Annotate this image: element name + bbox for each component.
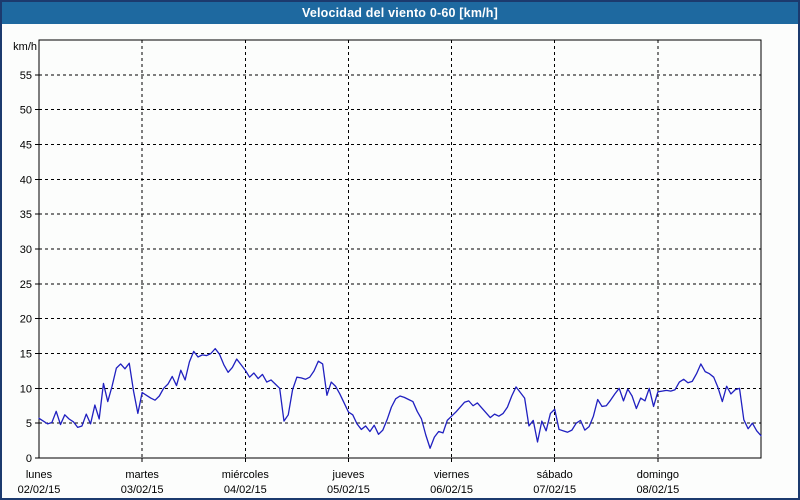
y-tick-label: 10 [20, 383, 32, 395]
y-tick-label: 30 [20, 244, 32, 256]
x-day-label: viernes [434, 469, 470, 481]
x-date-label: 06/02/15 [430, 484, 473, 496]
y-tick-label: 5 [26, 418, 32, 430]
x-day-label: jueves [332, 469, 365, 481]
x-day-label: sábado [537, 469, 573, 481]
x-date-label: 02/02/15 [18, 484, 61, 496]
y-tick-label: 35 [20, 209, 32, 221]
y-tick-label: 50 [20, 105, 32, 117]
plot-frame [38, 39, 762, 459]
x-day-label: miércoles [222, 469, 270, 481]
x-day-label: lunes [26, 469, 53, 481]
y-tick-label: 20 [20, 314, 32, 326]
x-date-label: 04/02/15 [224, 484, 267, 496]
x-day-label: domingo [637, 469, 679, 481]
y-tick-label: 55 [20, 70, 32, 82]
y-tick-label: 25 [20, 279, 32, 291]
wind-speed-chart: 0 5 10 15 20 25 30 35 40 45 50 55 km/h lunes 02/02/15 m… [13, 39, 762, 496]
chart-title-bar: Velocidad del viento 0-60 [km/h] [2, 2, 798, 24]
x-date-label: 07/02/15 [533, 484, 576, 496]
x-date-label: 03/02/15 [121, 484, 164, 496]
x-day-label: martes [125, 469, 159, 481]
chart-title: Velocidad del viento 0-60 [km/h] [301, 6, 499, 20]
y-axis-unit-label: km/h [13, 41, 37, 53]
y-tick-label: 0 [26, 453, 32, 465]
x-date-label: 08/02/15 [636, 484, 679, 496]
y-tick-label: 45 [20, 140, 32, 152]
x-date-label: 05/02/15 [327, 484, 370, 496]
y-tick-label: 15 [20, 349, 32, 361]
y-tick-label: 40 [20, 174, 32, 186]
wind-speed-line [38, 347, 762, 449]
chart-area: 0 5 10 15 20 25 30 35 40 45 50 55 km/h lunes 02/02/15 m… [2, 24, 798, 498]
